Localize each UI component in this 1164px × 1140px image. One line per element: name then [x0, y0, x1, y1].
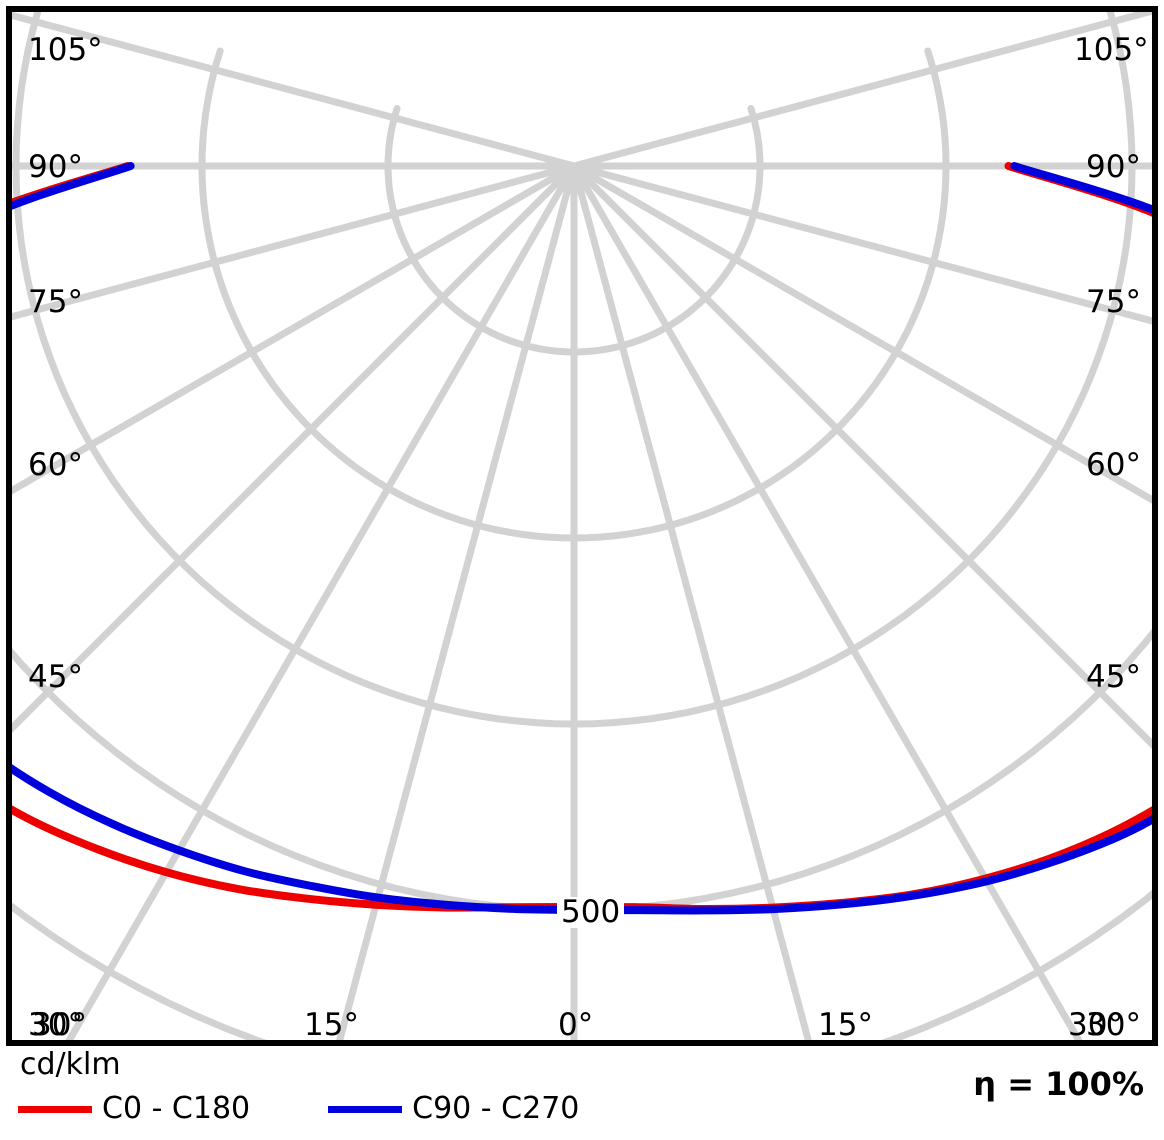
legend-label-c90-c270: C90 - C270 [412, 1091, 580, 1126]
angle-label-left-45deg-4: 45° [28, 659, 83, 695]
angle-label-left-105deg-0: 105° [28, 32, 103, 68]
legend-item-c0-c180: C0 - C180 [18, 1094, 250, 1124]
legend-swatch-c0-c180 [18, 1105, 92, 1113]
angle-label-left-75deg-2: 75° [28, 284, 83, 320]
angle-label-right-105deg-0: 105° [1074, 32, 1149, 68]
angle-label-right-30deg-5: 30° [1086, 1007, 1141, 1043]
legend-area: cd/klm C0 - C180 C90 - C270 η = 100% [0, 1046, 1164, 1140]
units-label: cd/klm [20, 1047, 121, 1082]
polar-grid-and-curves [12, 12, 1152, 1040]
angle-label-bottom-0deg-2: 0° [558, 1007, 594, 1043]
legend-label-c0-c180: C0 - C180 [102, 1091, 251, 1126]
angle-label-bottom-15deg-1: 15° [304, 1007, 359, 1043]
legend-item-c90-c270: C90 - C270 [328, 1094, 579, 1124]
angle-label-left-90deg-1: 90° [28, 149, 83, 185]
angle-label-left-30deg-5: 30° [28, 1007, 83, 1043]
curve-c0-c180-right [570, 162, 1152, 913]
intensity-curves [12, 162, 1152, 915]
curve-c90-c270-right [570, 162, 1152, 915]
angle-label-right-75deg-2: 75° [1086, 284, 1141, 320]
curve-c90-c270-left [12, 162, 578, 914]
angle-label-right-90deg-1: 90° [1086, 149, 1141, 185]
polar-plot-frame: 105° 90° 75° 60° 45° 30° 105° 90° 75° 60° 45° 30° … [6, 6, 1158, 1046]
angle-label-right-60deg-3: 60° [1086, 447, 1141, 483]
legend-spacer [250, 1109, 328, 1110]
radial-scale-label: 500 [557, 897, 625, 928]
angle-label-bottom-15deg-3: 15° [818, 1007, 873, 1043]
legend-swatch-c90-c270 [328, 1105, 403, 1113]
angle-label-bottom-30deg-0: 30° [32, 1007, 87, 1043]
legend-entries: C0 - C180 C90 - C270 [18, 1094, 579, 1124]
polar-grid-spokes [12, 12, 1152, 1040]
angle-label-left-60deg-3: 60° [28, 447, 83, 483]
angle-label-right-45deg-4: 45° [1086, 659, 1141, 695]
efficiency-label: η = 100% [973, 1065, 1144, 1103]
angle-label-bottom-30deg-4: 30° [1068, 1007, 1123, 1043]
curve-c0-c180-left [12, 162, 578, 912]
